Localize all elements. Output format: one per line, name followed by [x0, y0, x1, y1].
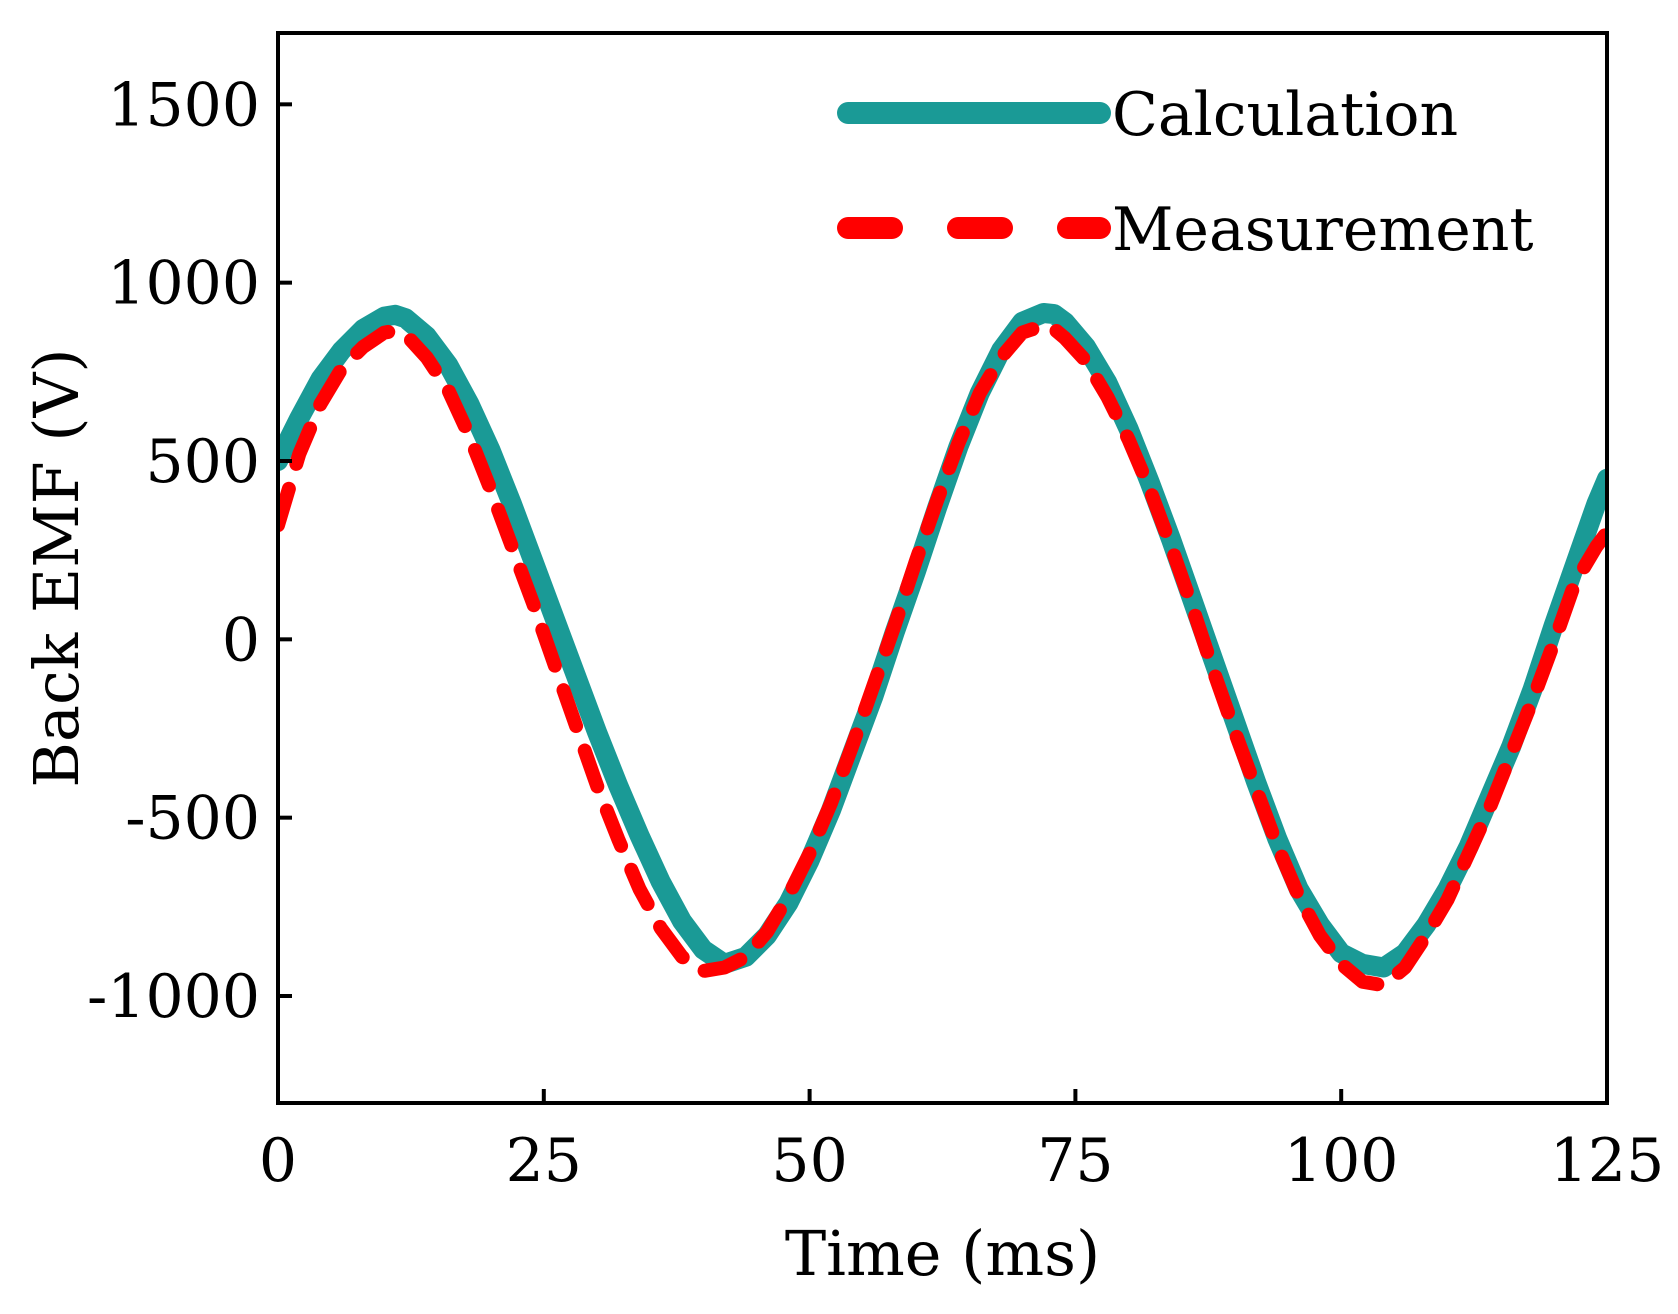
- x-tick-label: 125: [1550, 1126, 1665, 1196]
- x-axis-ticks: 0 25 50 75 100 125: [259, 1089, 1664, 1196]
- y-tick-label: 1500: [107, 70, 260, 140]
- y-tick-label: -500: [125, 784, 260, 854]
- legend-label-measurement: Measurement: [1112, 195, 1534, 265]
- series-line-measurement: [278, 318, 1607, 993]
- x-tick-label: 0: [259, 1126, 297, 1196]
- x-axis-title: Time (ms): [785, 1217, 1100, 1290]
- y-tick-label: -1000: [87, 962, 260, 1032]
- y-axis-ticks: -1000 -500 0 500 1000 1500: [87, 70, 292, 1032]
- y-tick-label: 1000: [107, 249, 260, 319]
- series-layer: [278, 303, 1607, 993]
- legend: Calculation Measurement: [837, 80, 1534, 265]
- x-tick-label: 100: [1284, 1126, 1399, 1196]
- x-tick-label: 25: [506, 1126, 582, 1196]
- legend-label-calculation: Calculation: [1112, 80, 1458, 150]
- x-tick-label: 50: [771, 1126, 847, 1196]
- x-tick-label: 75: [1037, 1126, 1113, 1196]
- y-tick-label: 0: [222, 605, 260, 675]
- plot-area-frame: [276, 31, 1609, 1105]
- series-line-calculation: [278, 303, 1607, 978]
- y-tick-label: 500: [145, 427, 260, 497]
- y-axis-title: Back EMF (V): [20, 348, 93, 787]
